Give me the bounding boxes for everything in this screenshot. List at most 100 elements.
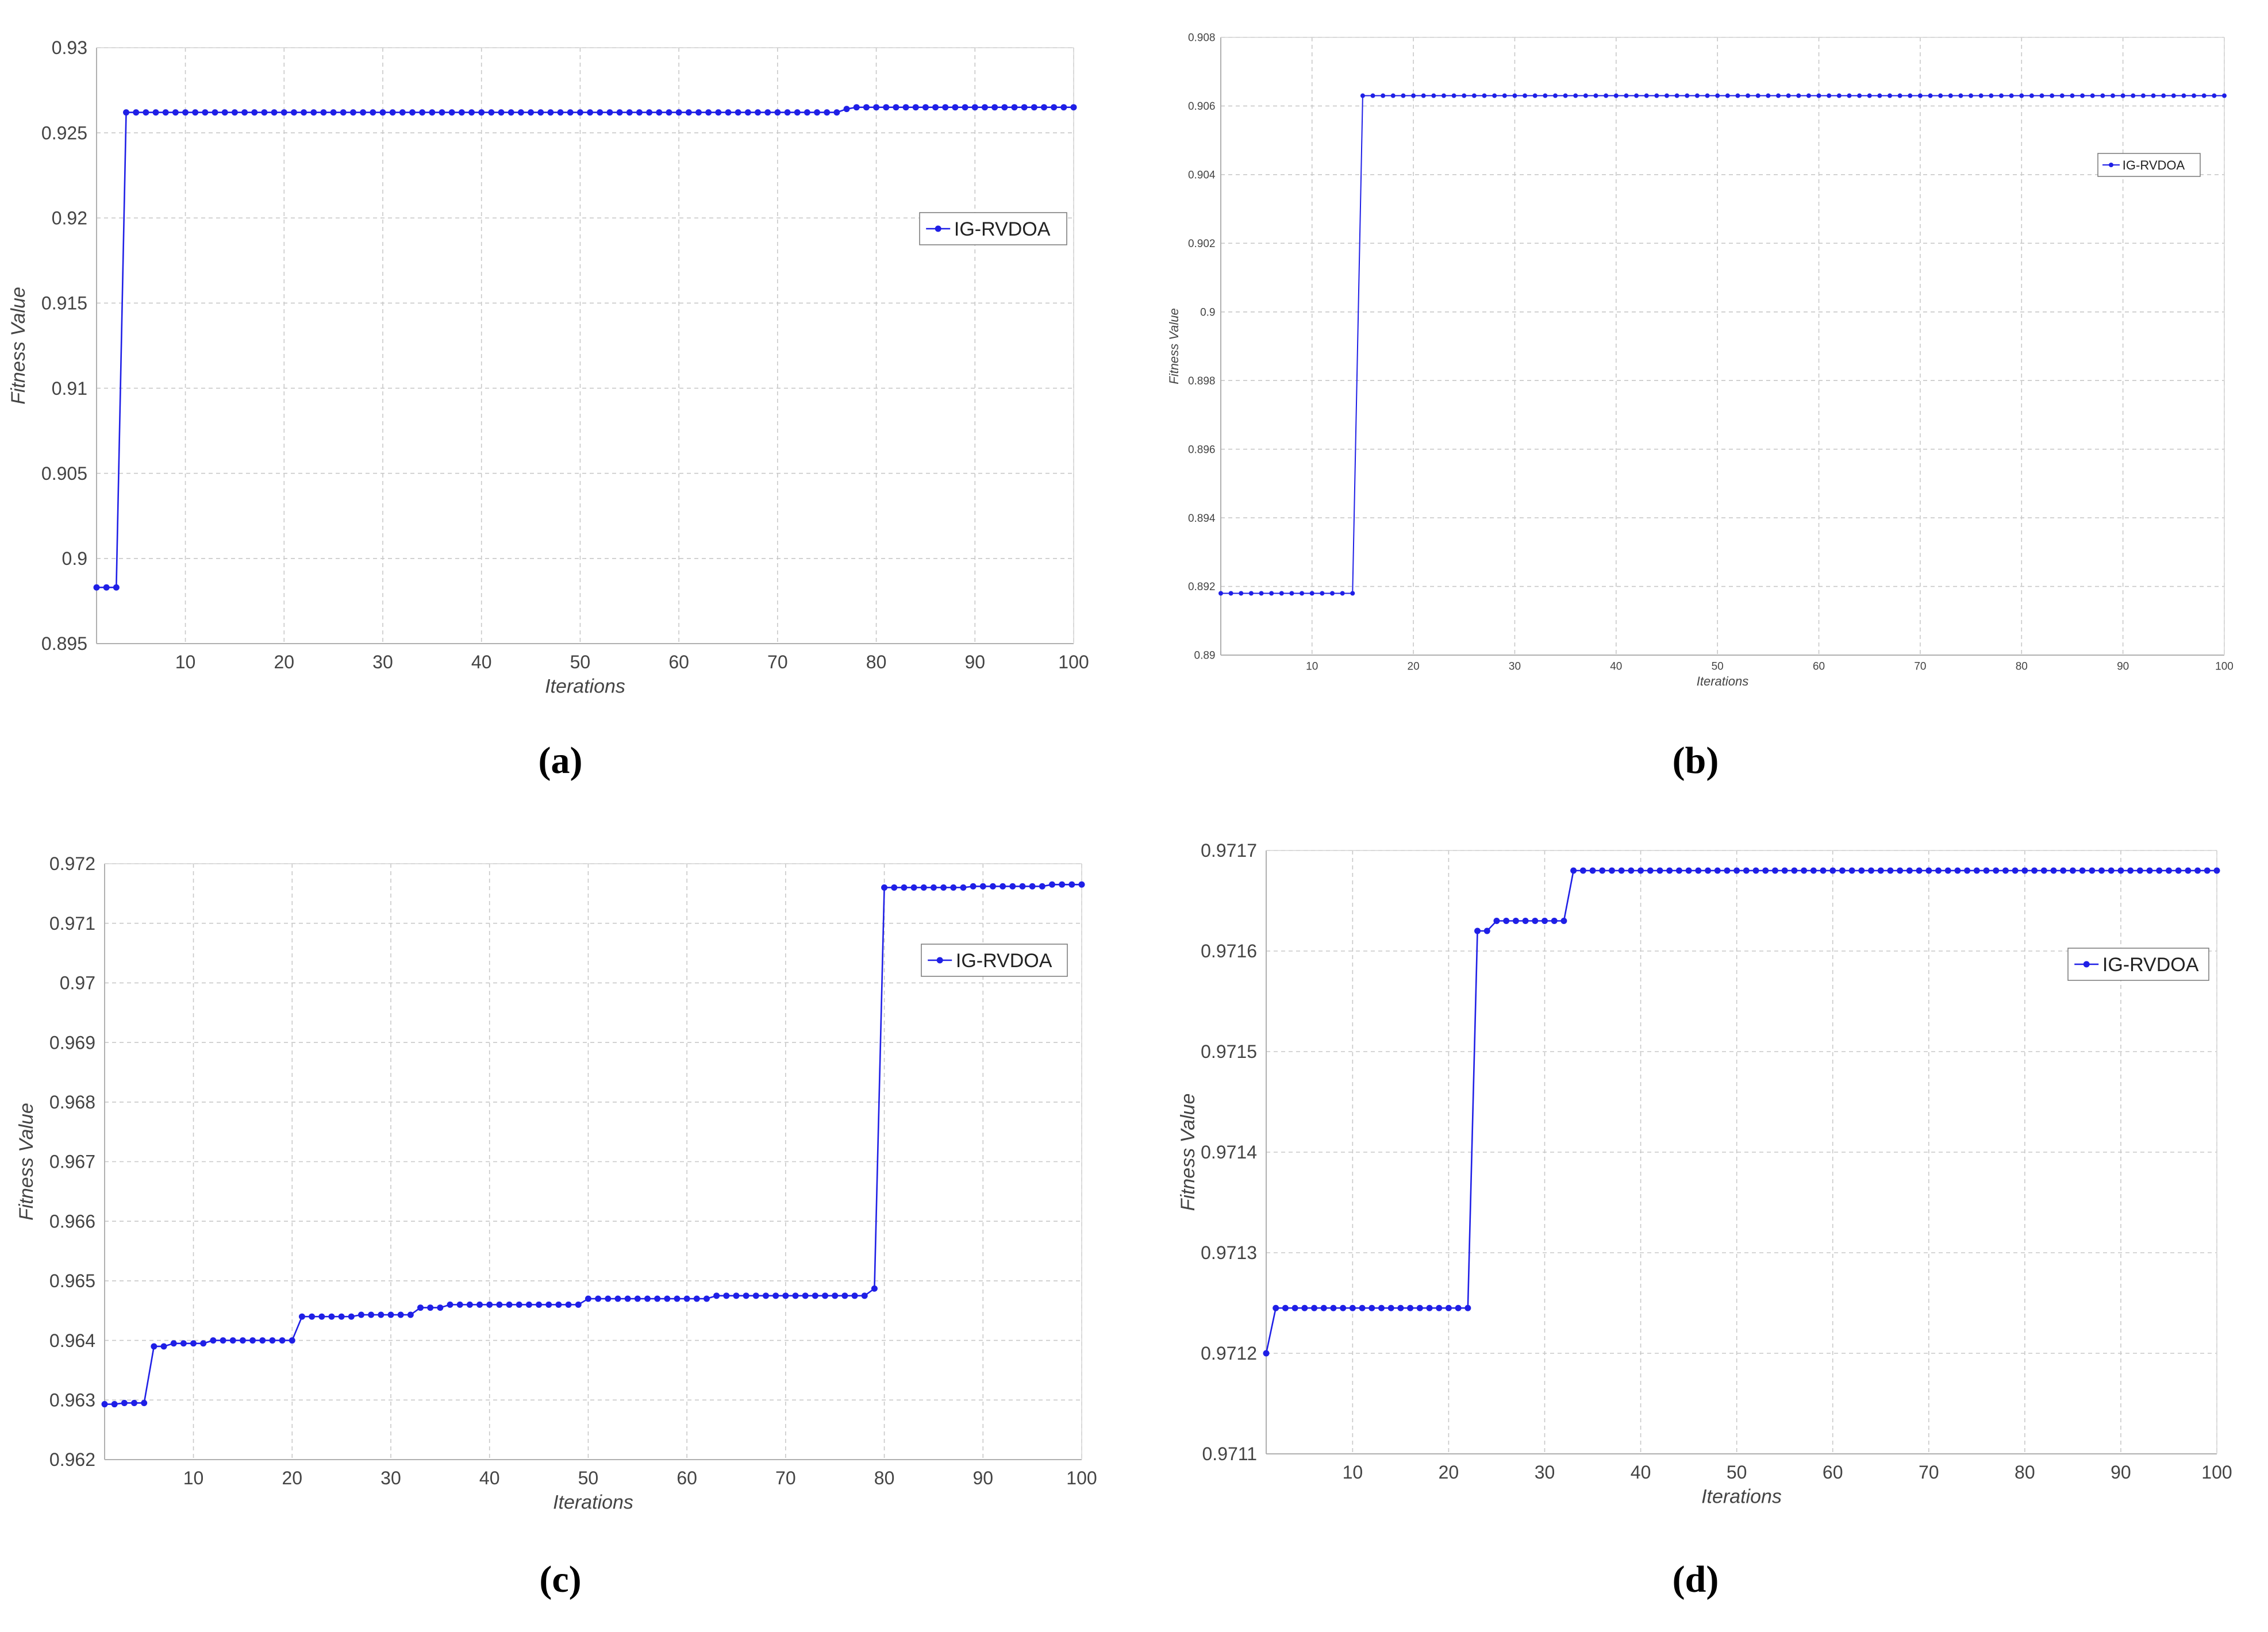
data-point <box>891 884 898 891</box>
data-point <box>121 1399 128 1406</box>
data-point <box>476 1301 483 1308</box>
data-point <box>1624 93 1629 98</box>
data-point <box>664 1295 671 1302</box>
data-point <box>349 109 356 116</box>
data-point <box>280 109 287 116</box>
data-point <box>912 104 919 111</box>
data-point <box>1320 1304 1327 1311</box>
data-point <box>389 109 396 116</box>
data-point <box>200 1340 207 1347</box>
data-point <box>309 1313 316 1320</box>
data-point <box>636 109 643 116</box>
data-point <box>804 109 810 116</box>
data-point <box>841 1292 848 1299</box>
data-point <box>646 109 653 116</box>
legend: IG-RVDOA <box>2067 948 2209 981</box>
data-point <box>960 884 967 891</box>
y-tick-label: 0.9715 <box>1201 1041 1257 1062</box>
data-point <box>456 1301 463 1308</box>
data-point <box>2185 867 2192 874</box>
data-point <box>2117 867 2124 874</box>
data-point <box>417 1304 424 1311</box>
data-point <box>123 109 130 116</box>
data-point <box>1570 867 1577 874</box>
data-point <box>1589 867 1596 874</box>
data-point <box>298 1313 305 1320</box>
data-point <box>792 1292 799 1299</box>
data-point <box>1827 93 1832 98</box>
data-point <box>498 109 505 116</box>
data-point <box>1289 591 1294 596</box>
data-point <box>2039 93 2044 98</box>
data-point <box>822 1292 829 1299</box>
data-point <box>496 1301 503 1308</box>
data-point <box>2069 867 2076 874</box>
data-point <box>693 1295 700 1302</box>
data-point <box>1608 867 1615 874</box>
data-point <box>567 109 574 116</box>
data-point <box>1279 591 1284 596</box>
data-point <box>1786 93 1791 98</box>
data-point <box>152 109 159 116</box>
y-tick-label: 0.969 <box>49 1032 95 1053</box>
data-point <box>614 1295 621 1302</box>
x-tick-label: 30 <box>1509 661 1521 673</box>
data-point <box>2060 867 2067 874</box>
data-point <box>605 1295 612 1302</box>
data-point <box>1796 93 1801 98</box>
data-point <box>656 109 663 116</box>
data-point <box>447 1301 453 1308</box>
data-point <box>1340 1304 1347 1311</box>
data-point <box>2161 93 2166 98</box>
data-point <box>1925 867 1932 874</box>
y-tick-label: 0.964 <box>49 1330 95 1351</box>
data-point <box>488 109 495 116</box>
data-point <box>220 1337 226 1344</box>
x-tick-label: 60 <box>1813 661 1825 673</box>
data-point <box>2120 93 2125 98</box>
data-point <box>1021 104 1028 111</box>
data-point <box>1532 93 1537 98</box>
data-point <box>752 1292 759 1299</box>
y-tick-label: 0.972 <box>49 853 95 874</box>
data-point <box>930 884 937 891</box>
data-point <box>528 109 535 116</box>
data-point <box>616 109 623 116</box>
data-point <box>703 1295 710 1302</box>
data-point <box>399 109 406 116</box>
data-point <box>942 104 949 111</box>
series-line-b <box>1221 95 2224 594</box>
data-point <box>755 109 762 116</box>
data-point <box>932 104 939 111</box>
data-point <box>644 1295 651 1302</box>
data-point <box>1359 1304 1366 1311</box>
data-point <box>1938 93 1943 98</box>
data-point <box>1301 1304 1308 1311</box>
y-tick-label: 0.965 <box>49 1271 95 1291</box>
data-point <box>1978 93 1983 98</box>
data-point <box>318 1313 325 1320</box>
data-point <box>2019 93 2024 98</box>
data-point <box>1340 591 1345 596</box>
data-point <box>1378 1304 1385 1311</box>
data-point <box>290 109 297 116</box>
data-point <box>1935 867 1942 874</box>
data-point <box>1634 93 1639 98</box>
data-point <box>525 1301 532 1308</box>
data-point <box>212 109 218 116</box>
data-point <box>151 1343 157 1350</box>
data-point <box>1000 883 1006 890</box>
data-point <box>1401 93 1406 98</box>
data-point <box>1320 591 1325 596</box>
data-point <box>1416 1304 1423 1311</box>
data-point <box>2111 93 2115 98</box>
data-point <box>1781 867 1788 874</box>
data-point <box>1847 93 1852 98</box>
y-tick-label: 0.93 <box>52 37 87 58</box>
y-axis-label: Fitness Value <box>1177 1094 1199 1211</box>
data-point <box>330 109 337 116</box>
data-point <box>695 109 702 116</box>
x-tick-label: 20 <box>1408 661 1420 673</box>
y-tick-label: 0.925 <box>41 122 87 143</box>
data-point <box>2165 867 2172 874</box>
